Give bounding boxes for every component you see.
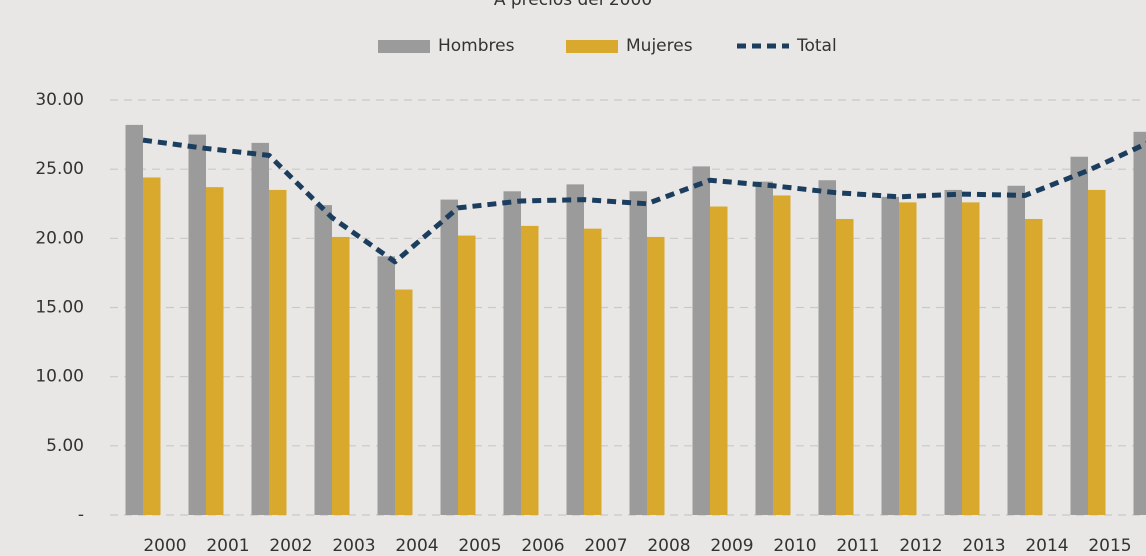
bar (962, 202, 980, 515)
x-tick-label: 2001 (206, 536, 249, 556)
x-tick-label: 2008 (647, 536, 690, 556)
bar (755, 181, 773, 515)
legend-swatch (566, 40, 618, 53)
x-tick-label: 2012 (899, 536, 942, 556)
bar (395, 289, 413, 515)
bar (647, 236, 665, 515)
bar (251, 142, 269, 515)
line-series (142, 137, 1146, 265)
bar (332, 236, 350, 515)
x-tick-label: 2000 (143, 536, 186, 556)
x-tick-label: 2014 (1025, 536, 1068, 556)
x-tick-label: 2010 (773, 536, 816, 556)
bar (692, 166, 710, 515)
bar (1133, 131, 1146, 516)
chart-subtitle: A precios del 2000 (494, 0, 652, 10)
y-tick-label: 15.00 (35, 298, 84, 318)
bar (521, 225, 539, 515)
bar (836, 218, 854, 515)
bar (1070, 156, 1088, 515)
y-tick-label: 25.00 (35, 159, 84, 179)
x-tick-label: 2003 (332, 536, 375, 556)
x-tick-label: 2004 (395, 536, 438, 556)
bar (125, 124, 143, 516)
bar (458, 235, 476, 516)
y-tick-label: 5.00 (46, 436, 84, 456)
bar (503, 191, 521, 516)
y-tick-label: 20.00 (35, 228, 84, 248)
bar (773, 195, 791, 515)
y-tick-label: - (78, 505, 84, 525)
x-tick-label: 2007 (584, 536, 627, 556)
bar (1088, 189, 1106, 515)
x-tick-label: 2013 (962, 536, 1005, 556)
bar (206, 187, 224, 515)
bar (710, 206, 728, 515)
x-tick-label: 2005 (458, 536, 501, 556)
bar (143, 177, 161, 515)
bar (944, 189, 962, 515)
x-tick-label: 2015 (1088, 536, 1131, 556)
y-tick-label: 30.00 (35, 90, 84, 110)
x-tick-label: 2002 (269, 536, 312, 556)
legend-label: Mujeres (626, 36, 693, 56)
bar (269, 189, 287, 515)
bar (584, 228, 602, 515)
bar (188, 134, 206, 516)
bar (566, 184, 584, 515)
x-tick-label: 2006 (521, 536, 564, 556)
legend-label: Total (796, 36, 837, 56)
bar (1025, 218, 1043, 515)
y-tick-label: 10.00 (35, 367, 84, 387)
legend-swatch (378, 40, 430, 53)
bar (629, 191, 647, 516)
bar (377, 256, 395, 515)
legend-label: Hombres (438, 36, 515, 56)
bar (899, 202, 917, 515)
bar (314, 205, 332, 515)
x-tick-label: 2011 (836, 536, 879, 556)
bar (818, 180, 836, 515)
bar (440, 199, 458, 515)
bar (1007, 185, 1025, 515)
x-tick-label: 2009 (710, 536, 753, 556)
bar (881, 196, 899, 516)
